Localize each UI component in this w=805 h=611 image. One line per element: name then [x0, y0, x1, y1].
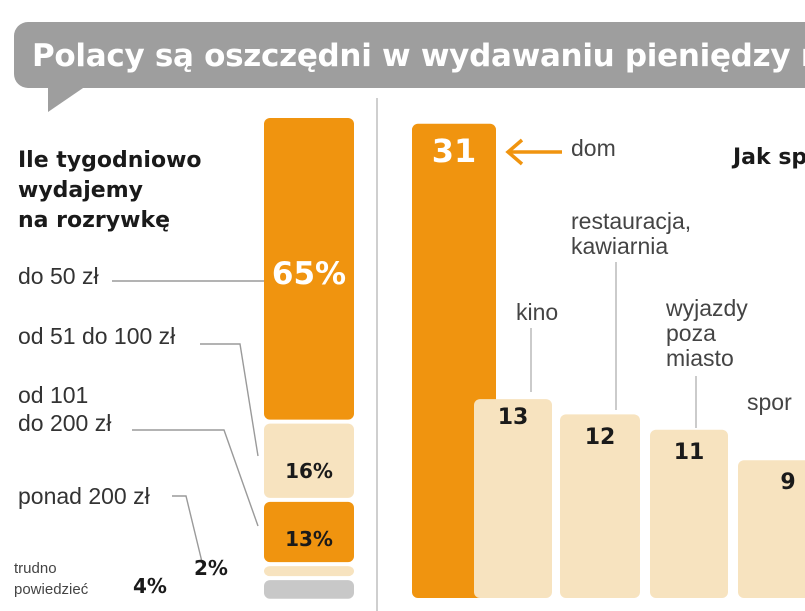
bar-value-sport: 9 — [780, 470, 796, 495]
bar-label-kino: kino — [516, 300, 558, 325]
left-chart-title-line: na rozrywkę — [18, 208, 171, 233]
category-label-line: ponad 200 zł — [18, 483, 150, 509]
bar-2 — [560, 414, 640, 598]
segment-value-65: 65% — [271, 256, 347, 292]
bar-label-line: restauracja, — [571, 208, 692, 234]
bar-label-line: poza — [666, 320, 716, 346]
stacked-segment-3 — [264, 566, 354, 577]
leader-line-2 — [132, 429, 259, 527]
category-label-line: powiedzieć — [14, 581, 89, 598]
bar-label-wyjazdy: wyjazdy poza miasto — [666, 296, 748, 371]
category-label-line: od 101 — [18, 382, 89, 408]
bar-label-line: kawiarnia — [571, 233, 669, 259]
stacked-segment-0 — [264, 118, 354, 420]
bar-label-line: spor — [747, 389, 792, 415]
left-chart-title: Ile tygodniowo wydajemy na rozrywkę — [18, 146, 202, 236]
stacked-segment-2 — [264, 501, 354, 563]
segment-value-16: 16% — [285, 459, 333, 483]
bar-label-dom: dom — [571, 136, 616, 161]
bar-label-line: dom — [571, 135, 616, 161]
category-label-line: do 200 zł — [18, 410, 112, 436]
bar-label-line: wyjazdy — [666, 295, 748, 321]
segment-value-13: 13% — [285, 527, 333, 551]
bar-value-kino: 13 — [497, 405, 529, 430]
bar-4 — [738, 460, 805, 598]
category-label-do-50: do 50 zł — [18, 262, 99, 290]
bar-3 — [650, 429, 728, 598]
bar-label-line: kino — [516, 299, 559, 325]
leader-line-3 — [172, 495, 203, 563]
segment-value-4: 4% — [133, 574, 167, 598]
category-label-line: od 51 do 100 zł — [18, 323, 176, 349]
category-label-line: do 50 zł — [18, 263, 99, 289]
right-chart-title: Jak sp — [733, 145, 805, 170]
segment-value-2: 2% — [194, 556, 228, 580]
category-label-ponad-200: ponad 200 zł — [18, 482, 150, 510]
bar-1 — [474, 399, 552, 598]
panel-divider — [376, 98, 378, 611]
bar-value-restauracja: 12 — [584, 425, 616, 450]
stacked-segment-1 — [264, 423, 354, 498]
leader-line-1 — [200, 343, 259, 457]
bar-value-wyjazdy: 11 — [673, 440, 705, 465]
speech-bubble-tail — [48, 86, 86, 112]
bar-value-dom: 31 — [431, 132, 477, 170]
category-label-trudno: trudno powiedzieć — [14, 558, 88, 600]
bar-label-sport: spor — [747, 390, 792, 415]
stacked-segment-4 — [264, 580, 354, 599]
arrow-head-icon — [505, 138, 524, 166]
bar-label-restauracja: restauracja, kawiarnia — [571, 209, 691, 259]
category-label-101-200: od 101 do 200 zł — [18, 381, 111, 437]
left-chart-title-line: Ile tygodniowo — [18, 148, 202, 173]
title-banner — [14, 22, 805, 88]
category-label-51-100: od 51 do 100 zł — [18, 322, 175, 350]
infographic-title: Polacy są oszczędni w wydawaniu pieniędz… — [32, 38, 805, 74]
bar-label-line: miasto — [666, 345, 734, 371]
category-label-line: trudno — [14, 560, 57, 577]
left-chart-title-line: wydajemy — [18, 178, 143, 203]
